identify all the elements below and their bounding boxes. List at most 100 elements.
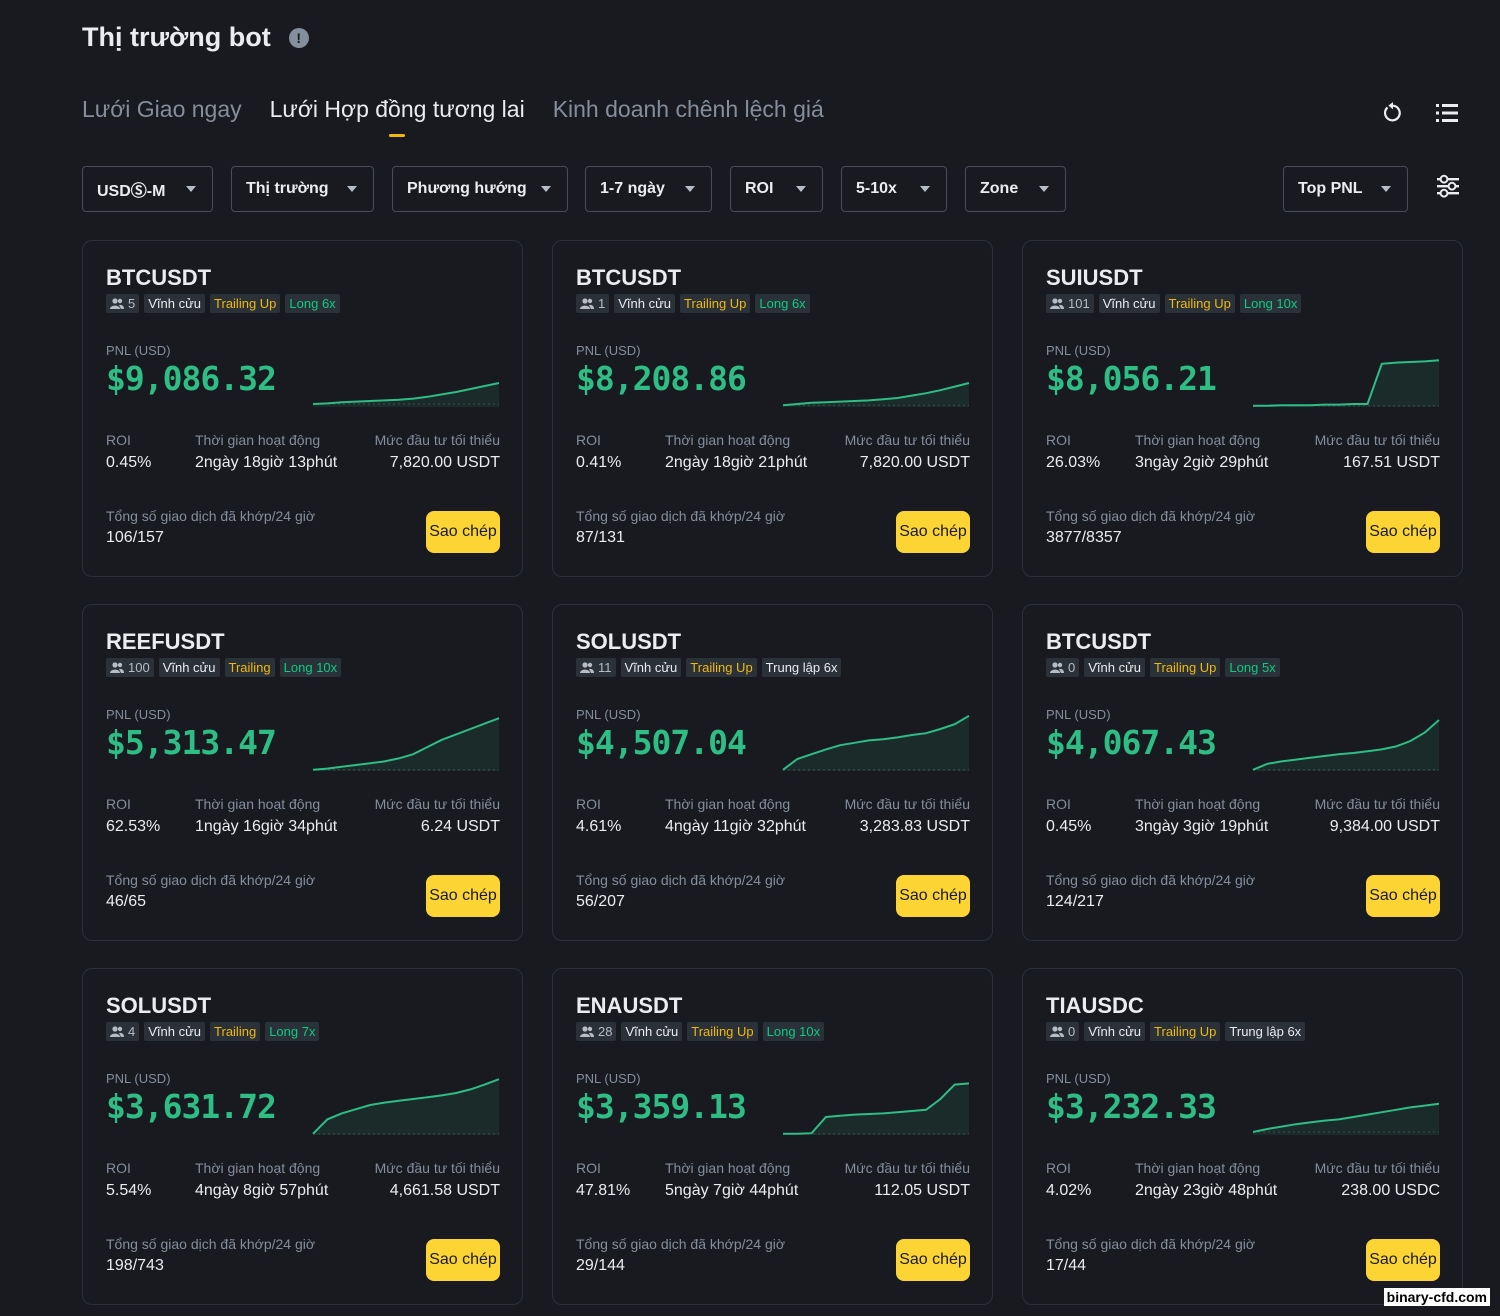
bot-card[interactable]: REEFUSDT 100 Vĩnh cửu Trailing Long 10x PNL (… [82, 604, 523, 941]
pnl-value: $3,359.13 [576, 1087, 747, 1126]
tab-arbitrage[interactable]: Kinh doanh chênh lệch giá [552, 96, 824, 122]
users-icon [1050, 298, 1064, 309]
sparkline-area [1253, 720, 1439, 771]
trailing-tag: Trailing Up [1150, 1022, 1221, 1041]
min-invest-label: Mức đầu tư tối thiểu [374, 796, 500, 812]
sparkline-line [1252, 1102, 1440, 1133]
min-invest-label: Mức đầu tư tối thiểu [374, 1160, 500, 1176]
bot-card[interactable]: SOLUSDT 4 Vĩnh cửu Trailing Long 7x PNL (USD)… [82, 968, 523, 1305]
copy-button[interactable]: Sao chép [1366, 1239, 1440, 1281]
pnl-label: PNL (USD) [576, 1071, 641, 1086]
sparkline-area [313, 383, 499, 407]
caret-down-icon [186, 186, 196, 192]
min-invest-value: 7,820.00 USDT [859, 454, 970, 471]
bot-card[interactable]: BTCUSDT 1 Vĩnh cửu Trailing Up Long 6x PNL (U… [552, 240, 993, 577]
caret-down-icon [541, 186, 551, 192]
pnl-sparkline [783, 1082, 970, 1135]
users-icon [580, 1026, 594, 1037]
filter-label: Thị trường [246, 180, 329, 197]
trades-label: Tổng số giao dịch đã khớp/24 giờ [106, 872, 316, 888]
bot-card[interactable]: BTCUSDT 5 Vĩnh cửu Trailing Up Long 6x PNL (U… [82, 240, 523, 577]
pnl-sparkline [782, 714, 970, 771]
copier-count: 1 [598, 296, 606, 311]
trailing-tag: Trailing Up [1164, 294, 1235, 313]
roi-label: ROI [1046, 432, 1071, 448]
roi-label: ROI [106, 796, 131, 812]
copier-count: 4 [128, 1024, 136, 1039]
users-icon [580, 662, 594, 673]
copy-button[interactable]: Sao chép [896, 1239, 970, 1281]
sort-dropdown[interactable]: Top PNL [1283, 166, 1408, 212]
min-invest-value: 6.24 USDT [420, 818, 500, 835]
copier-count: 100 [128, 660, 150, 675]
copy-button[interactable]: Sao chép [1366, 511, 1440, 553]
filter-zone-dropdown[interactable]: Zone [965, 166, 1066, 212]
caret-down-icon [1039, 186, 1049, 192]
tab-futures-grid[interactable]: Lưới Hợp đồng tương lai [269, 96, 525, 137]
filter-leverage-dropdown[interactable]: 5-10x [841, 166, 947, 212]
pair-name: BTCUSDT [106, 265, 212, 290]
users-icon [110, 1026, 124, 1037]
pair-name: TIAUSDC [1046, 993, 1144, 1018]
bot-card[interactable]: ENAUSDT 28 Vĩnh cửu Trailing Up Long 10x PNL … [552, 968, 993, 1305]
tab-spot-grid[interactable]: Lưới Giao ngay [82, 96, 242, 122]
sparkline-area [783, 1083, 969, 1135]
pnl-value: $3,631.72 [106, 1087, 277, 1126]
copy-button[interactable]: Sao chép [1366, 875, 1440, 917]
info-icon[interactable]: ! [288, 27, 309, 48]
pnl-value: $9,086.32 [106, 359, 277, 398]
runtime-label: Thời gian hoạt động [195, 432, 321, 448]
pnl-sparkline [1253, 359, 1440, 407]
min-invest-label: Mức đầu tư tối thiểu [844, 796, 970, 812]
copier-count-badge: 4 [106, 1022, 140, 1041]
copy-button[interactable]: Sao chép [896, 875, 970, 917]
copy-button[interactable]: Sao chép [426, 511, 500, 553]
filter-margin-dropdown[interactable]: USDⓈ-M [82, 166, 213, 212]
copier-count-badge: 28 [576, 1022, 617, 1041]
trades-value: 3877/8357 [1046, 529, 1122, 546]
tag-row: 11 Vĩnh cửu Trailing Up Trung lập 6x [576, 658, 846, 677]
sparkline-line [312, 382, 500, 405]
copy-button[interactable]: Sao chép [426, 875, 500, 917]
filter-bar: USDⓈ-M Thị trường Phương hướng 1-7 ngày … [82, 166, 1460, 212]
copy-button[interactable]: Sao chép [426, 1239, 500, 1281]
min-invest-value: 4,661.58 USDT [389, 1182, 500, 1199]
runtime-value: 3ngày 3giờ 19phút [1135, 818, 1269, 835]
trailing-tag: Trailing Up [680, 294, 751, 313]
sparkline-line [783, 1082, 970, 1135]
min-invest-label: Mức đầu tư tối thiểu [1314, 796, 1440, 812]
trades-value: 46/65 [106, 893, 147, 910]
list-view-icon[interactable] [1434, 100, 1460, 126]
filter-direction-dropdown[interactable]: Phương hướng [392, 166, 568, 212]
trades-label: Tổng số giao dịch đã khớp/24 giờ [1046, 508, 1256, 524]
filter-label: 5-10x [856, 180, 897, 197]
filter-duration-dropdown[interactable]: 1-7 ngày [585, 166, 712, 212]
copier-count: 11 [598, 660, 612, 675]
min-invest-label: Mức đầu tư tối thiểu [374, 432, 500, 448]
contract-type-tag: Vĩnh cửu [144, 294, 206, 313]
refresh-icon[interactable] [1380, 100, 1406, 126]
runtime-value: 1ngày 16giờ 34phút [195, 818, 338, 835]
filter-market-dropdown[interactable]: Thị trường [231, 166, 374, 212]
sparkline-line [782, 382, 970, 407]
roi-label: ROI [576, 1160, 601, 1176]
pnl-value: $4,507.04 [576, 723, 747, 762]
sparkline-line [312, 717, 500, 771]
roi-value: 62.53% [106, 818, 161, 835]
bot-card[interactable]: SOLUSDT 11 Vĩnh cửu Trailing Up Trung lập 6x… [552, 604, 993, 941]
contract-type-tag: Vĩnh cửu [1098, 294, 1160, 313]
bot-card[interactable]: SUIUSDT 101 Vĩnh cửu Trailing Up Long 10x PNL… [1022, 240, 1463, 577]
bot-card[interactable]: TIAUSDC 0 Vĩnh cửu Trailing Up Trung lập 6x P… [1022, 968, 1463, 1305]
min-invest-value: 9,384.00 USDT [1329, 818, 1440, 835]
copy-button[interactable]: Sao chép [896, 511, 970, 553]
title-row: Thị trường bot ! [82, 22, 309, 53]
direction-tag: Long 10x [762, 1022, 825, 1041]
trades-label: Tổng số giao dịch đã khớp/24 giờ [1046, 872, 1256, 888]
trailing-tag: Trailing [210, 1022, 261, 1041]
bot-card[interactable]: BTCUSDT 0 Vĩnh cửu Trailing Up Long 5x PNL (U… [1022, 604, 1463, 941]
trades-value: 124/217 [1046, 893, 1104, 910]
trades-value: 29/144 [576, 1257, 625, 1274]
sliders-icon[interactable] [1436, 174, 1460, 198]
users-icon [580, 298, 594, 309]
filter-roi-dropdown[interactable]: ROI [730, 166, 823, 212]
